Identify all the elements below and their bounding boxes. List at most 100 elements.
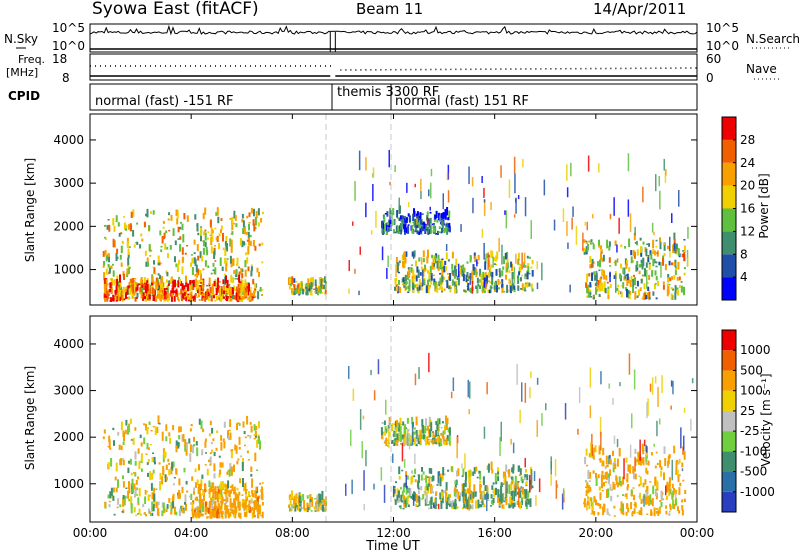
heatmap-cell (676, 469, 679, 476)
heatmap-cell (146, 280, 149, 284)
heatmap-cell (176, 210, 179, 219)
heatmap-cell (161, 476, 164, 485)
heatmap-streak (628, 353, 631, 375)
heatmap-cell (500, 499, 503, 504)
heatmap-streak (639, 439, 641, 461)
heatmap-cell (182, 434, 185, 442)
heatmap-cell (445, 252, 448, 260)
heatmap-cell (415, 227, 418, 231)
heatmap-cell (595, 499, 597, 506)
heatmap-cell (212, 438, 215, 442)
heatmap-cell (133, 483, 136, 490)
heatmap-streak (403, 459, 406, 468)
heatmap-cell (634, 277, 636, 286)
heatmap-cell (482, 288, 485, 292)
heatmap-cell (511, 467, 514, 473)
heatmap-cell (405, 286, 408, 290)
heatmap-cell (416, 266, 419, 273)
heatmap-cell (254, 217, 257, 226)
heatmap-cell (630, 502, 633, 510)
heatmap-cell (186, 245, 189, 247)
heatmap-cell (398, 422, 401, 430)
heatmap-cell (502, 266, 505, 270)
heatmap-cell (125, 291, 128, 296)
heatmap-streak (499, 437, 501, 457)
heatmap-cell (128, 460, 131, 464)
heatmap-cell (181, 223, 184, 231)
heatmap-streak (541, 413, 543, 426)
heatmap-streak (411, 425, 414, 446)
heatmap-cell (422, 471, 425, 475)
heatmap-cell (238, 446, 241, 450)
heatmap-cell (143, 283, 145, 290)
heatmap-cell (439, 439, 442, 446)
heatmap-cell (402, 439, 405, 447)
heatmap-cell (185, 503, 187, 507)
heatmap-cell (218, 297, 221, 300)
heatmap-cell (219, 505, 222, 514)
heatmap-streak (352, 388, 355, 401)
heatmap-cell (663, 472, 665, 481)
cpid-segment-1: normal (fast) -151 RF (95, 94, 234, 109)
heatmap-cell (185, 297, 188, 302)
heatmap-cell (241, 494, 244, 496)
heatmap-cell (305, 282, 308, 288)
heatmap-cell (245, 289, 248, 296)
heatmap-streak (530, 220, 532, 239)
heatmap-cell (190, 262, 192, 267)
heatmap-cell (193, 257, 196, 264)
heatmap-cell (409, 488, 412, 496)
heatmap-cell (220, 487, 223, 496)
heatmap-cell (675, 460, 678, 469)
heatmap-cell (438, 231, 441, 234)
heatmap-cell (652, 249, 655, 253)
heatmap-cell (432, 475, 435, 481)
heatmap-streak (657, 386, 659, 407)
heatmap-cell (225, 287, 228, 294)
heatmap-cell (241, 219, 244, 223)
heatmap-cell (422, 429, 425, 438)
heatmap-cell (677, 261, 680, 270)
heatmap-cell (234, 444, 237, 451)
heatmap-streak (513, 156, 516, 174)
heatmap-cell (147, 459, 150, 463)
heatmap-cell (191, 507, 194, 516)
heatmap-cell (660, 502, 663, 508)
heatmap-cell (664, 263, 667, 271)
heatmap-cell (638, 484, 641, 487)
heatmap-cell (194, 214, 197, 220)
heatmap-cell (216, 430, 219, 434)
heatmap-cell (514, 487, 517, 497)
heatmap-cell (310, 502, 312, 507)
heatmap-cell (676, 287, 679, 290)
heatmap-cell (489, 281, 492, 284)
heatmap-cell (215, 288, 218, 296)
heatmap-cell (401, 469, 404, 472)
heatmap-cell (194, 509, 196, 514)
heatmap-cell (662, 257, 664, 266)
heatmap-cell (161, 431, 164, 441)
heatmap-cell (191, 267, 194, 275)
heatmap-cell (446, 417, 449, 425)
heatmap-cell (472, 471, 475, 476)
heatmap-cell (132, 282, 134, 291)
heatmap-streak (401, 442, 404, 462)
heatmap-cell (434, 255, 437, 260)
heatmap-cell (214, 299, 217, 302)
heatmap-cell (191, 476, 194, 481)
heatmap-cell (249, 289, 252, 297)
colorbar-swatch (722, 491, 736, 512)
heatmap-cell (132, 485, 135, 493)
heatmap-cell (513, 502, 516, 508)
heatmap-cell (247, 459, 250, 461)
heatmap-cell (398, 427, 401, 432)
heatmap-cell (233, 270, 236, 274)
heatmap-cell (234, 215, 237, 221)
heatmap-cell (235, 286, 238, 294)
heatmap-cell (216, 207, 219, 216)
colorbar-swatch (722, 208, 736, 232)
heatmap-cell (477, 283, 480, 287)
heatmap-cell (678, 510, 681, 514)
heatmap-cell (144, 496, 147, 504)
heatmap-cell (608, 245, 611, 251)
